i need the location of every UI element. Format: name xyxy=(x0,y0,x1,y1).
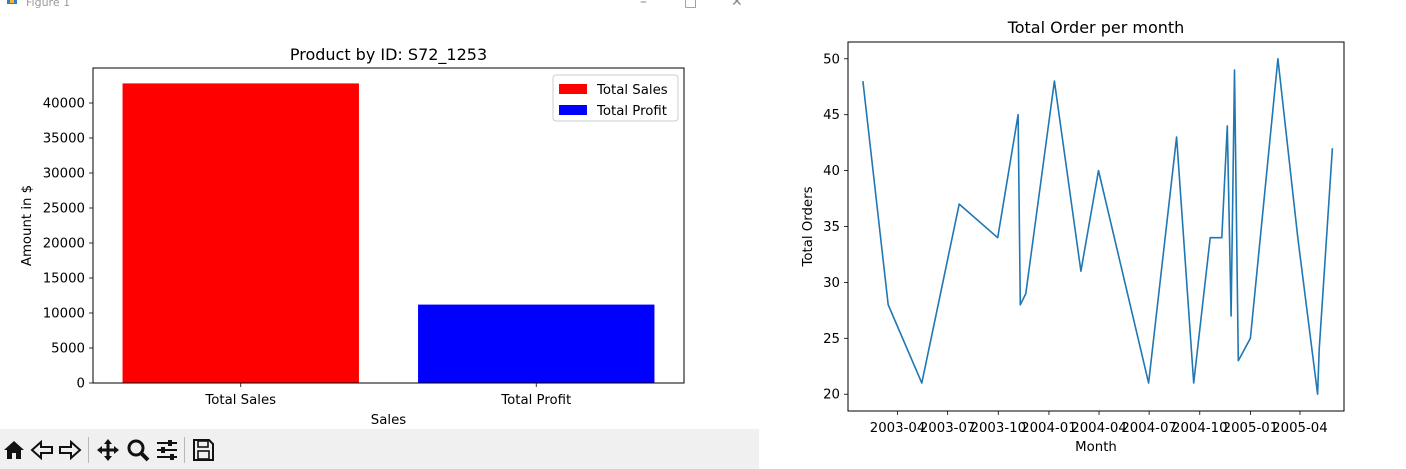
back-arrow-icon[interactable] xyxy=(29,437,55,463)
series-line xyxy=(862,57,1334,396)
legend-swatch xyxy=(559,105,587,115)
save-icon[interactable] xyxy=(190,437,216,463)
x-tick-label: 2004-01 xyxy=(1021,421,1077,436)
x-tick-label: 2004-10 xyxy=(1172,421,1228,436)
y-tick-label: 40000 xyxy=(43,97,85,112)
forward-arrow-icon[interactable] xyxy=(57,437,83,463)
legend-swatch xyxy=(559,84,587,94)
x-tick-label: 2003-10 xyxy=(971,421,1027,436)
app-icon xyxy=(7,0,17,4)
x-axis-label: Sales xyxy=(371,413,406,428)
y-tick-label: 35 xyxy=(823,220,840,235)
y-tick-label: 25 xyxy=(823,332,840,347)
chart-title: Product by ID: S72_1253 xyxy=(290,45,487,65)
close-button[interactable]: ✕ xyxy=(731,0,743,10)
y-tick-label: 40 xyxy=(823,164,840,179)
x-tick-label: 2004-04 xyxy=(1071,421,1127,436)
plot-frame xyxy=(92,67,685,384)
x-tick-label: 2003-04 xyxy=(870,421,926,436)
window-title: Figure 1 xyxy=(26,0,71,9)
x-axis-label: Month xyxy=(1075,440,1117,455)
y-tick-label: 10000 xyxy=(43,307,85,322)
x-tick-label: Total Profit xyxy=(500,393,571,408)
bar xyxy=(122,83,359,384)
y-axis-label: Amount in $ xyxy=(20,185,35,266)
y-tick-label: 30 xyxy=(823,276,840,291)
y-tick-label: 45 xyxy=(823,108,840,123)
y-tick-label: 30000 xyxy=(43,167,85,182)
y-tick-label: 35000 xyxy=(43,132,85,147)
pan-icon[interactable] xyxy=(95,437,121,463)
y-tick-label: 20 xyxy=(823,388,840,403)
toolbar-separator xyxy=(88,437,89,463)
x-tick-label: Total Sales xyxy=(204,393,276,408)
maximize-button[interactable]: □ xyxy=(684,0,698,10)
chart-title: Total Order per month xyxy=(1007,18,1185,37)
minimize-button[interactable]: – xyxy=(640,0,647,10)
bar xyxy=(418,304,655,383)
y-tick-label: 0 xyxy=(77,377,85,392)
legend-label: Total Sales xyxy=(596,83,668,98)
home-icon[interactable] xyxy=(1,437,27,463)
x-tick-label: 2005-04 xyxy=(1272,421,1328,436)
y-tick-label: 20000 xyxy=(43,237,85,252)
toolbar-separator xyxy=(184,437,185,463)
y-tick-label: 50 xyxy=(823,52,840,67)
x-tick-label: 2005-01 xyxy=(1223,421,1279,436)
y-tick-label: 15000 xyxy=(43,272,85,287)
configure-subplots-icon[interactable] xyxy=(154,437,180,463)
plot-frame xyxy=(847,41,1345,412)
y-axis-label: Total Orders xyxy=(801,186,816,267)
legend-label: Total Profit xyxy=(596,104,667,119)
x-tick-label: 2003-07 xyxy=(920,421,976,436)
x-tick-label: 2004-07 xyxy=(1121,421,1177,436)
navigation-toolbar xyxy=(0,429,759,469)
y-tick-label: 5000 xyxy=(51,342,85,357)
zoom-icon[interactable] xyxy=(125,437,151,463)
legend-box xyxy=(552,74,679,122)
window-titlebar: Figure 1 – □ ✕ xyxy=(0,0,760,10)
y-tick-label: 25000 xyxy=(43,202,85,217)
